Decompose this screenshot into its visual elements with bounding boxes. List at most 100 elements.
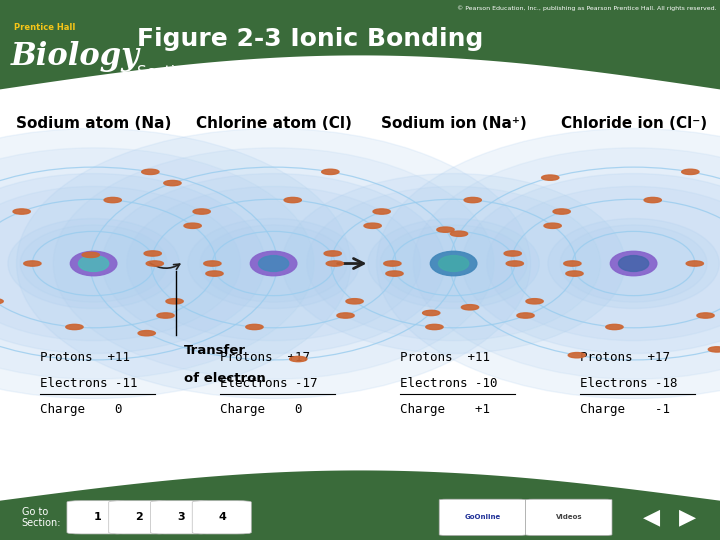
Circle shape: [20, 225, 167, 302]
Circle shape: [380, 225, 527, 302]
Ellipse shape: [423, 310, 440, 315]
Text: Electrons -18: Electrons -18: [580, 377, 677, 390]
Ellipse shape: [437, 227, 454, 232]
Circle shape: [127, 186, 420, 341]
Ellipse shape: [289, 356, 307, 362]
Circle shape: [487, 186, 720, 341]
Ellipse shape: [462, 305, 479, 310]
Ellipse shape: [13, 209, 30, 214]
Ellipse shape: [164, 180, 181, 186]
Ellipse shape: [708, 347, 720, 352]
Circle shape: [282, 173, 625, 354]
Text: 1: 1: [94, 512, 101, 522]
Circle shape: [307, 186, 600, 341]
Circle shape: [251, 251, 297, 276]
FancyBboxPatch shape: [439, 499, 526, 536]
Ellipse shape: [606, 325, 623, 329]
Text: Protons  +11: Protons +11: [40, 351, 130, 364]
Ellipse shape: [184, 223, 202, 228]
Ellipse shape: [506, 261, 523, 266]
Ellipse shape: [104, 198, 122, 202]
Circle shape: [0, 186, 240, 341]
Polygon shape: [0, 0, 720, 90]
Ellipse shape: [644, 198, 662, 202]
Text: Biology: Biology: [11, 41, 140, 72]
Text: © Pearson Education, Inc., publishing as Pearson Prentice Hall. All rights reser: © Pearson Education, Inc., publishing as…: [456, 5, 716, 10]
Text: Chloride ion (Cl⁻): Chloride ion (Cl⁻): [561, 116, 706, 131]
FancyBboxPatch shape: [192, 501, 251, 534]
Circle shape: [200, 225, 347, 302]
Circle shape: [17, 129, 531, 399]
Ellipse shape: [166, 299, 183, 304]
Ellipse shape: [346, 299, 363, 304]
Ellipse shape: [697, 313, 714, 318]
Circle shape: [560, 225, 707, 302]
Ellipse shape: [464, 198, 482, 202]
FancyBboxPatch shape: [109, 501, 168, 534]
Ellipse shape: [450, 231, 467, 237]
Text: Charge    +1: Charge +1: [400, 402, 490, 416]
Ellipse shape: [682, 169, 699, 174]
Text: Figure 2-3 Ionic Bonding: Figure 2-3 Ionic Bonding: [137, 27, 483, 51]
Ellipse shape: [426, 325, 443, 329]
Circle shape: [8, 219, 179, 308]
Text: ◀: ◀: [643, 507, 660, 528]
Text: Electrons -10: Electrons -10: [400, 377, 497, 390]
Circle shape: [368, 219, 539, 308]
Polygon shape: [0, 464, 720, 501]
Polygon shape: [0, 470, 720, 540]
Ellipse shape: [504, 251, 521, 256]
Circle shape: [618, 255, 649, 272]
Ellipse shape: [566, 271, 583, 276]
Text: Charge    0: Charge 0: [40, 402, 122, 416]
Ellipse shape: [204, 261, 221, 266]
Ellipse shape: [373, 209, 390, 214]
Ellipse shape: [193, 209, 210, 214]
Circle shape: [258, 255, 289, 272]
FancyBboxPatch shape: [526, 499, 612, 536]
Ellipse shape: [24, 261, 41, 266]
Ellipse shape: [322, 169, 339, 174]
Ellipse shape: [157, 313, 174, 318]
Text: GoOnline: GoOnline: [464, 514, 500, 521]
Circle shape: [438, 255, 469, 272]
Text: Protons  +11: Protons +11: [400, 351, 490, 364]
Text: Charge    0: Charge 0: [220, 402, 302, 416]
Ellipse shape: [386, 271, 403, 276]
Ellipse shape: [0, 299, 3, 304]
Circle shape: [413, 148, 720, 379]
Ellipse shape: [324, 251, 341, 256]
Text: Section 2-1: Section 2-1: [137, 65, 223, 80]
Ellipse shape: [517, 313, 534, 318]
Circle shape: [377, 129, 720, 399]
Text: Protons  +17: Protons +17: [580, 351, 670, 364]
Ellipse shape: [686, 261, 703, 266]
Text: Electrons -11: Electrons -11: [40, 377, 137, 390]
Ellipse shape: [568, 353, 585, 358]
Text: 4: 4: [219, 512, 226, 522]
Circle shape: [71, 251, 117, 276]
Text: Electrons -17: Electrons -17: [220, 377, 317, 390]
Circle shape: [462, 173, 720, 354]
Circle shape: [188, 219, 359, 308]
Text: Sodium ion (Na⁺): Sodium ion (Na⁺): [381, 116, 526, 131]
Ellipse shape: [384, 261, 401, 266]
Ellipse shape: [146, 261, 163, 266]
Text: Transfer: Transfer: [184, 344, 246, 357]
Ellipse shape: [82, 252, 99, 258]
Ellipse shape: [364, 223, 382, 228]
Circle shape: [548, 219, 719, 308]
FancyBboxPatch shape: [67, 501, 126, 534]
Circle shape: [0, 129, 351, 399]
Text: Prentice Hall: Prentice Hall: [14, 23, 76, 32]
Ellipse shape: [66, 325, 83, 329]
Ellipse shape: [544, 223, 562, 228]
Text: Protons  +17: Protons +17: [220, 351, 310, 364]
Circle shape: [0, 148, 314, 379]
Circle shape: [78, 255, 109, 272]
Text: 2: 2: [135, 512, 143, 522]
Ellipse shape: [246, 325, 263, 329]
Circle shape: [611, 251, 657, 276]
Text: Sodium atom (Na): Sodium atom (Na): [16, 116, 171, 131]
Ellipse shape: [337, 313, 354, 318]
